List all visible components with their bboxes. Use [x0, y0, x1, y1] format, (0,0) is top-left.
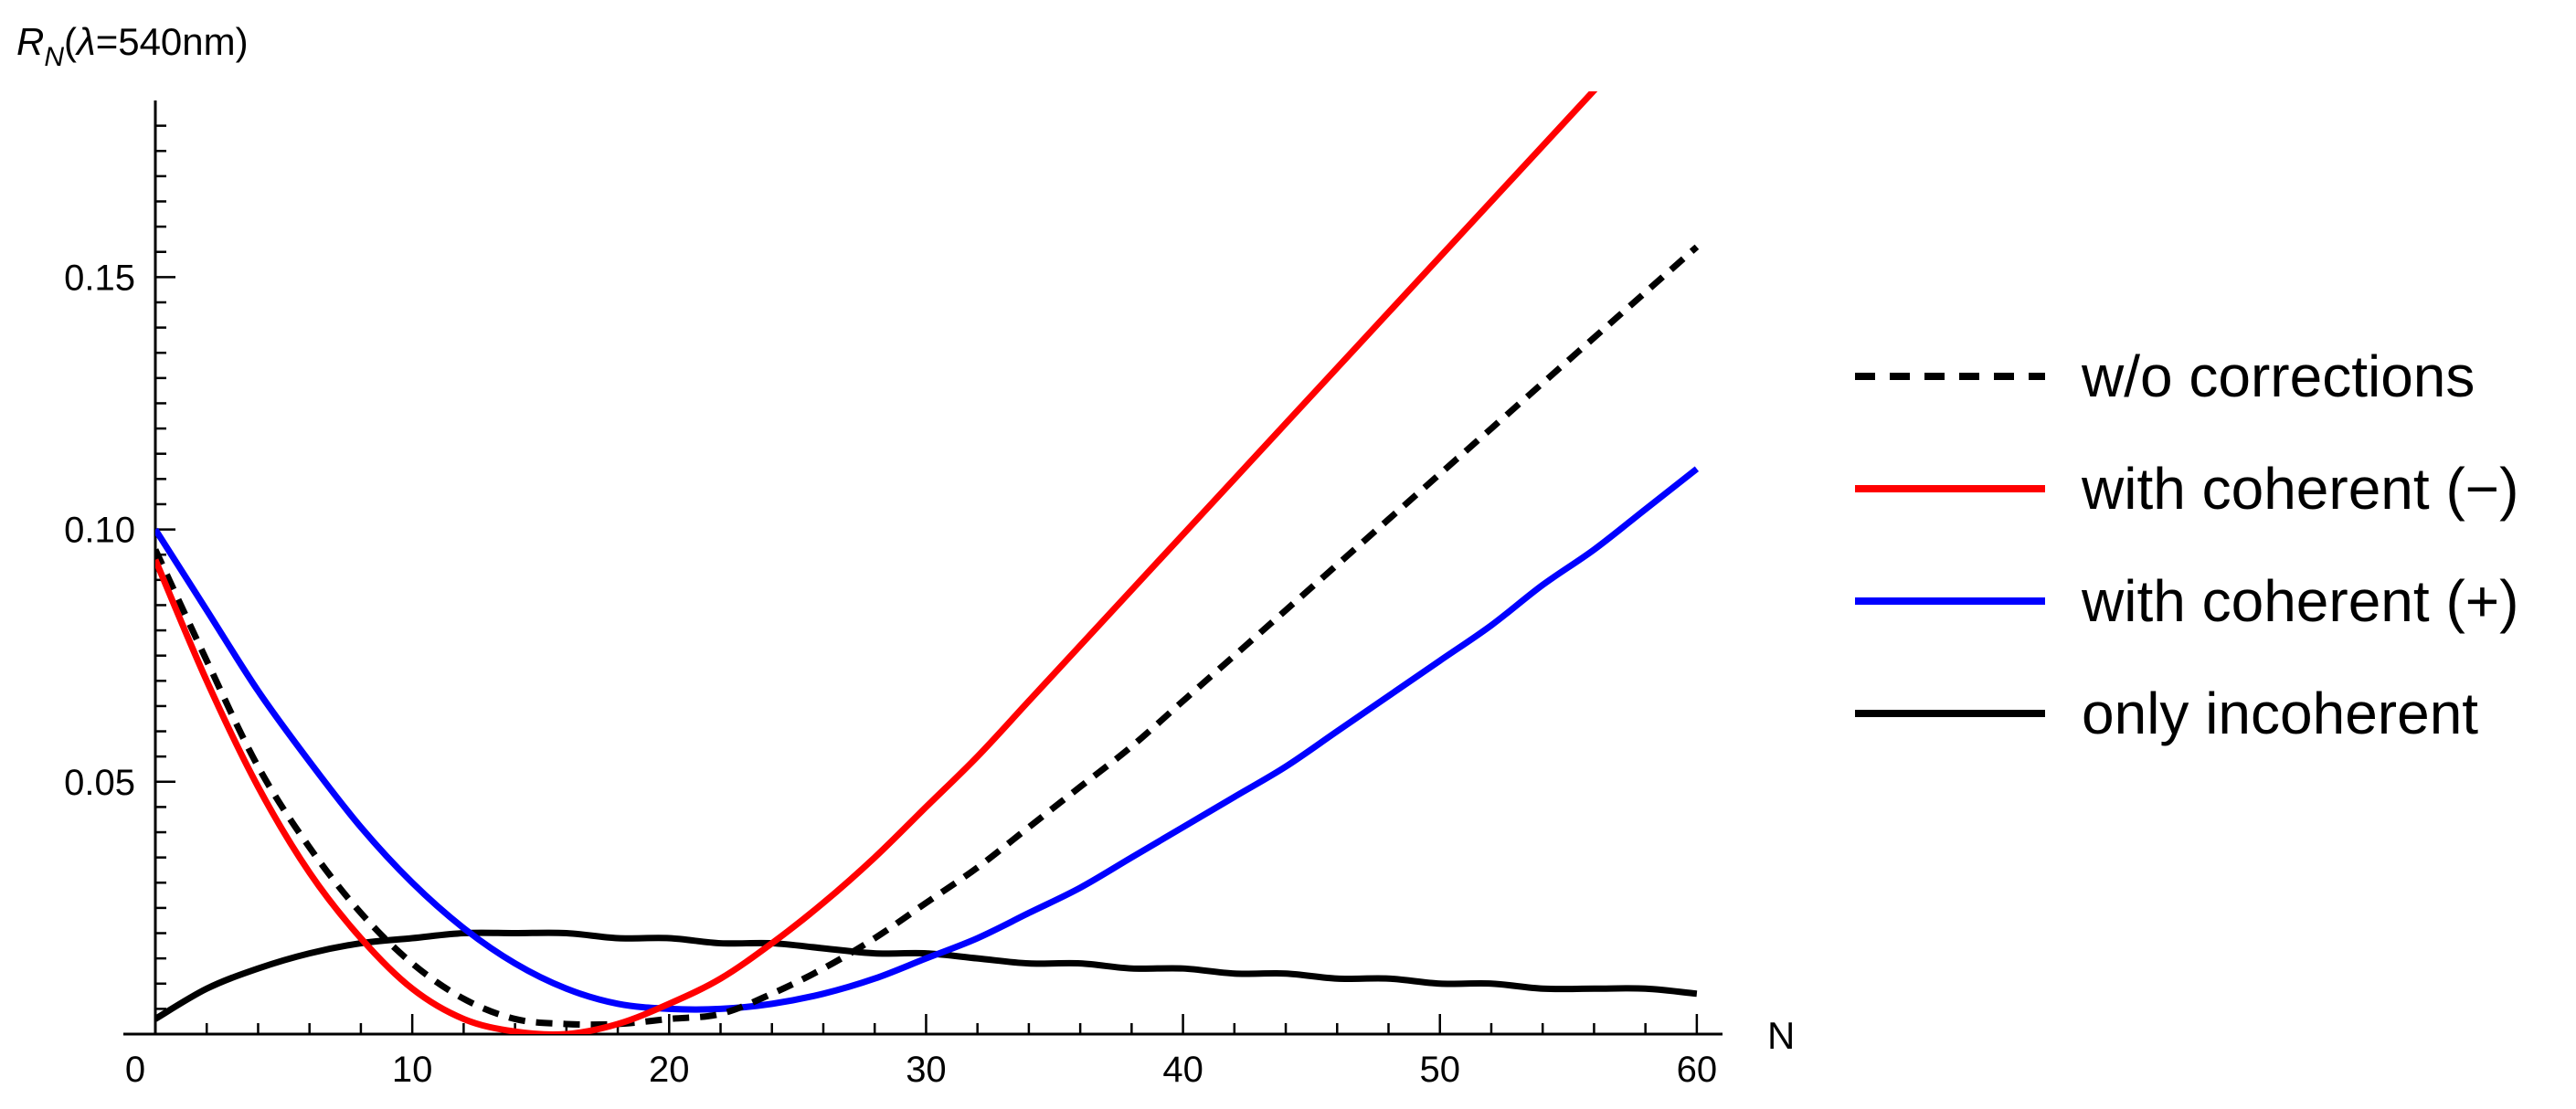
legend-label: w/o corrections	[2081, 343, 2475, 409]
x-tick-label: 10	[392, 1050, 433, 1090]
legend: w/o corrections with coherent (−) with coh…	[1855, 343, 2518, 746]
x-tick-label: 30	[906, 1050, 947, 1090]
x-tick-label: 50	[1419, 1050, 1460, 1090]
series-line	[155, 91, 1598, 1034]
x-ticks: 0 10 20 30 40 50 60	[125, 1014, 1717, 1090]
y-tick-label: 0.10	[64, 511, 135, 551]
axes: 0 10 20 30 40 50 60 0.05 0.10 0.15	[64, 100, 1723, 1090]
y-axis-label: RN(λ=540nm)	[16, 20, 249, 72]
x-axis-label: N	[1767, 1014, 1795, 1057]
legend-label: only incoherent	[2082, 681, 2478, 746]
y-axis-label-subscript: N	[44, 42, 64, 72]
series-line	[155, 244, 1700, 1029]
y-axis-label-symbol: R	[16, 20, 44, 63]
y-ticks: 0.05 0.10 0.15	[64, 124, 175, 1010]
y-tick-label: 0.05	[64, 763, 135, 803]
legend-label: with coherent (+)	[2081, 568, 2518, 634]
y-axis-label-open: (	[64, 20, 77, 63]
y-axis-label-lambda: λ	[75, 20, 96, 63]
x-tick-label: 20	[649, 1050, 690, 1090]
x-tick-label: 40	[1162, 1050, 1203, 1090]
legend-label: with coherent (−)	[2081, 456, 2518, 522]
y-tick-label: 0.15	[64, 258, 135, 298]
y-axis-label-suffix: =540nm)	[96, 20, 249, 63]
x-tick-label: 0	[125, 1050, 145, 1090]
x-tick-label: 60	[1677, 1050, 1718, 1090]
series-line	[155, 466, 1700, 1013]
series-layer	[155, 91, 1700, 1034]
series-line	[155, 929, 1698, 1022]
